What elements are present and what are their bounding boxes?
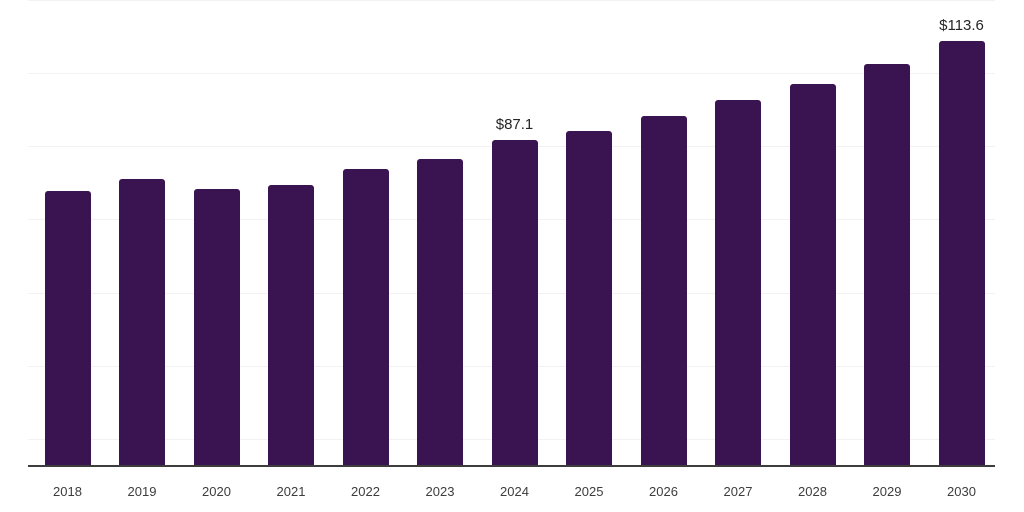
bar-group — [179, 0, 254, 466]
plot-area: $87.1 $113.6 — [28, 0, 999, 467]
bar-group — [552, 0, 627, 466]
bar-group — [105, 0, 180, 466]
x-tick-label-2021: 2021 — [276, 484, 306, 499]
x-tick-label-2026: 2026 — [649, 484, 678, 499]
bar-group: $113.6 — [924, 0, 999, 466]
bars-layer: $87.1 $113.6 — [30, 0, 999, 466]
bar-2026[interactable] — [640, 116, 687, 466]
x-tick-label-2019: 2019 — [127, 484, 157, 499]
x-tick-label-2030: 2030 — [947, 484, 976, 499]
bar-2025[interactable] — [566, 131, 612, 466]
x-tick-label-2025: 2025 — [574, 484, 604, 499]
bar-2027[interactable] — [715, 99, 761, 466]
bar-group — [254, 0, 329, 466]
x-tick-label-2023: 2023 — [425, 484, 455, 499]
bar-2018[interactable] — [44, 190, 91, 466]
x-tick-label-2022: 2022 — [351, 484, 380, 499]
bar-group — [775, 0, 850, 466]
bar-group — [30, 0, 105, 466]
x-tick-label-2029: 2029 — [872, 484, 902, 499]
gridline — [28, 0, 995, 1]
bar-value-label-2030: $113.6 — [939, 16, 984, 34]
bar-2022[interactable] — [342, 169, 389, 466]
x-tick-label-2018: 2018 — [53, 484, 82, 499]
x-tick-label-2024: 2024 — [500, 484, 529, 499]
bar-value-label-2024: $87.1 — [495, 116, 534, 133]
bar-2019[interactable] — [119, 178, 165, 466]
bar-group — [626, 0, 701, 466]
bar-group: $87.1 — [477, 0, 552, 466]
bar-2020[interactable] — [193, 188, 240, 466]
x-tick-label-2027: 2027 — [723, 484, 753, 499]
bar-group — [850, 0, 925, 466]
gridline — [28, 72, 995, 74]
x-axis-tick-labels: 2018 2019 2020 2021 2022 2023 2024 2025 2026 2027… — [0, 467, 1024, 512]
bar-2030[interactable] — [938, 40, 985, 466]
bar-2024[interactable] — [491, 140, 538, 466]
x-tick-label-2020: 2020 — [202, 484, 231, 499]
bar-2029[interactable] — [864, 63, 910, 466]
bar-group — [403, 0, 478, 466]
bar-2021[interactable] — [268, 184, 314, 466]
bar-group — [328, 0, 403, 466]
x-axis-line — [28, 465, 995, 467]
bar-group — [701, 0, 776, 466]
bar-2023[interactable] — [417, 158, 463, 466]
bar-2028[interactable] — [789, 83, 836, 466]
x-tick-label-2028: 2028 — [798, 484, 827, 499]
